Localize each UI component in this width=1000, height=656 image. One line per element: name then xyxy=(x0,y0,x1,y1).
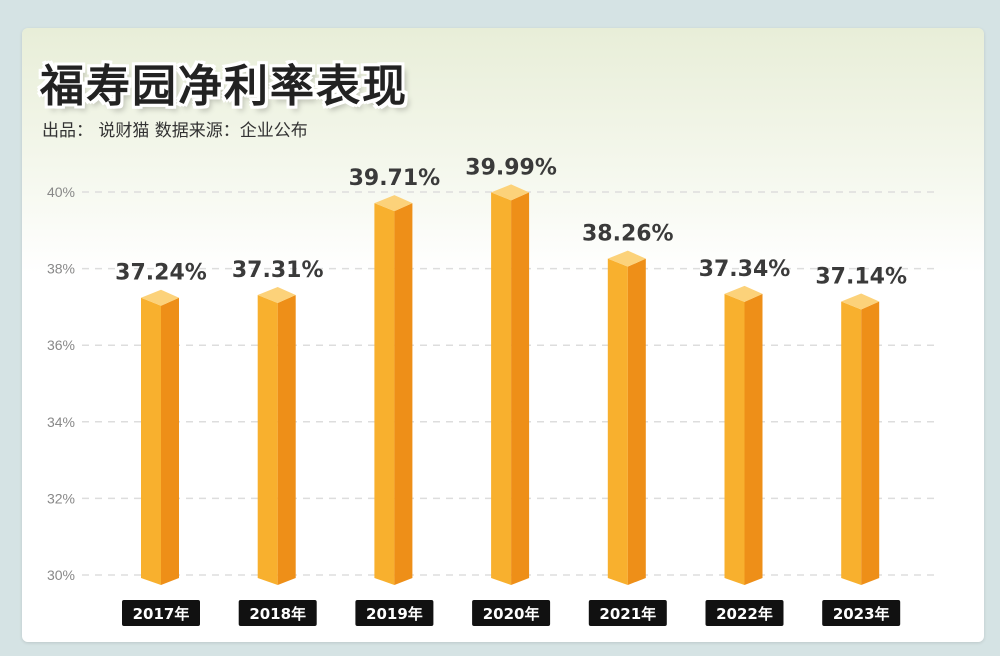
x-tick-label: 2023年 xyxy=(822,600,901,626)
x-tick-label-bg xyxy=(238,600,317,626)
y-tick-label: 38% xyxy=(47,261,75,277)
bar xyxy=(491,184,530,585)
bar-side-face xyxy=(277,295,296,585)
bar-top-face xyxy=(724,285,763,302)
x-tick-label-bg xyxy=(588,600,667,626)
bar-top-face xyxy=(841,293,880,310)
x-tick-label-text: 2020年 xyxy=(483,605,540,623)
x-tick-label: 2022年 xyxy=(705,600,784,626)
bar-side-face xyxy=(161,297,179,585)
data-label: 38.26% xyxy=(582,222,674,247)
bar-front-face xyxy=(141,297,161,585)
x-tick-label: 2020年 xyxy=(472,600,551,626)
bar-front-face xyxy=(841,301,862,585)
bar-front-face xyxy=(724,293,745,585)
x-axis-labels: 2017年 2018年 2019年 2020年 2021年 2022年 2023年 xyxy=(122,600,901,626)
bar xyxy=(141,289,179,585)
data-label: 39.99% xyxy=(465,155,557,180)
x-tick-label-bg xyxy=(822,600,901,626)
y-tick-label: 34% xyxy=(47,414,75,430)
bar xyxy=(607,250,646,585)
x-tick-label: 2017年 xyxy=(122,600,200,626)
bar-side-face xyxy=(627,258,646,585)
bar xyxy=(374,195,413,585)
bar-top-face xyxy=(374,195,413,212)
bar-front-face xyxy=(257,295,278,585)
bar xyxy=(257,287,296,585)
x-tick-label-bg xyxy=(355,600,434,626)
data-label: 37.24% xyxy=(115,261,207,286)
y-tick-label: 36% xyxy=(47,337,75,353)
data-label: 37.31% xyxy=(232,258,324,283)
x-tick-label: 2021年 xyxy=(588,600,667,626)
bar-front-face xyxy=(491,192,512,585)
bar-side-face xyxy=(861,301,880,585)
bar-top-face xyxy=(257,287,296,304)
x-tick-label-text: 2019年 xyxy=(366,605,423,623)
data-label: 37.14% xyxy=(815,265,907,290)
bar-front-face xyxy=(374,203,395,585)
x-tick-label: 2019年 xyxy=(355,600,434,626)
x-tick-label: 2018年 xyxy=(238,600,317,626)
y-tick-label: 40% xyxy=(47,184,75,200)
x-tick-label-text: 2022年 xyxy=(716,605,773,623)
bar-side-face xyxy=(511,192,530,585)
x-tick-label-text: 2021年 xyxy=(599,605,656,623)
data-labels: 37.24% 37.31% 39.71% 39.99% 38.26% 37.34% 37.1… xyxy=(115,155,907,289)
bar-front-face xyxy=(607,258,628,585)
data-label: 39.71% xyxy=(349,166,441,191)
bars xyxy=(141,184,880,585)
x-tick-label-bg xyxy=(122,600,200,626)
bar xyxy=(841,293,880,585)
x-tick-label-text: 2017年 xyxy=(133,605,190,623)
bar-top-face xyxy=(491,184,530,201)
y-axis-ticks: 30% 32% 34% 36% 38% 40% xyxy=(47,184,75,583)
chart-title: 福寿园净利率表现 xyxy=(40,61,408,112)
y-tick-label: 30% xyxy=(47,567,75,583)
bar xyxy=(724,285,763,585)
bar-side-face xyxy=(744,293,763,585)
bar-side-face xyxy=(394,203,413,585)
x-tick-label-text: 2018年 xyxy=(249,605,306,623)
bar-top-face xyxy=(141,289,179,306)
chart-subtitle: 出品： 说财猫 数据来源：企业公布 xyxy=(42,121,308,141)
data-label: 37.34% xyxy=(699,257,791,282)
y-tick-label: 32% xyxy=(47,490,75,506)
bar-top-face xyxy=(607,250,646,267)
x-tick-label-bg xyxy=(472,600,551,626)
x-tick-label-bg xyxy=(705,600,784,626)
x-tick-label-text: 2023年 xyxy=(833,605,890,623)
